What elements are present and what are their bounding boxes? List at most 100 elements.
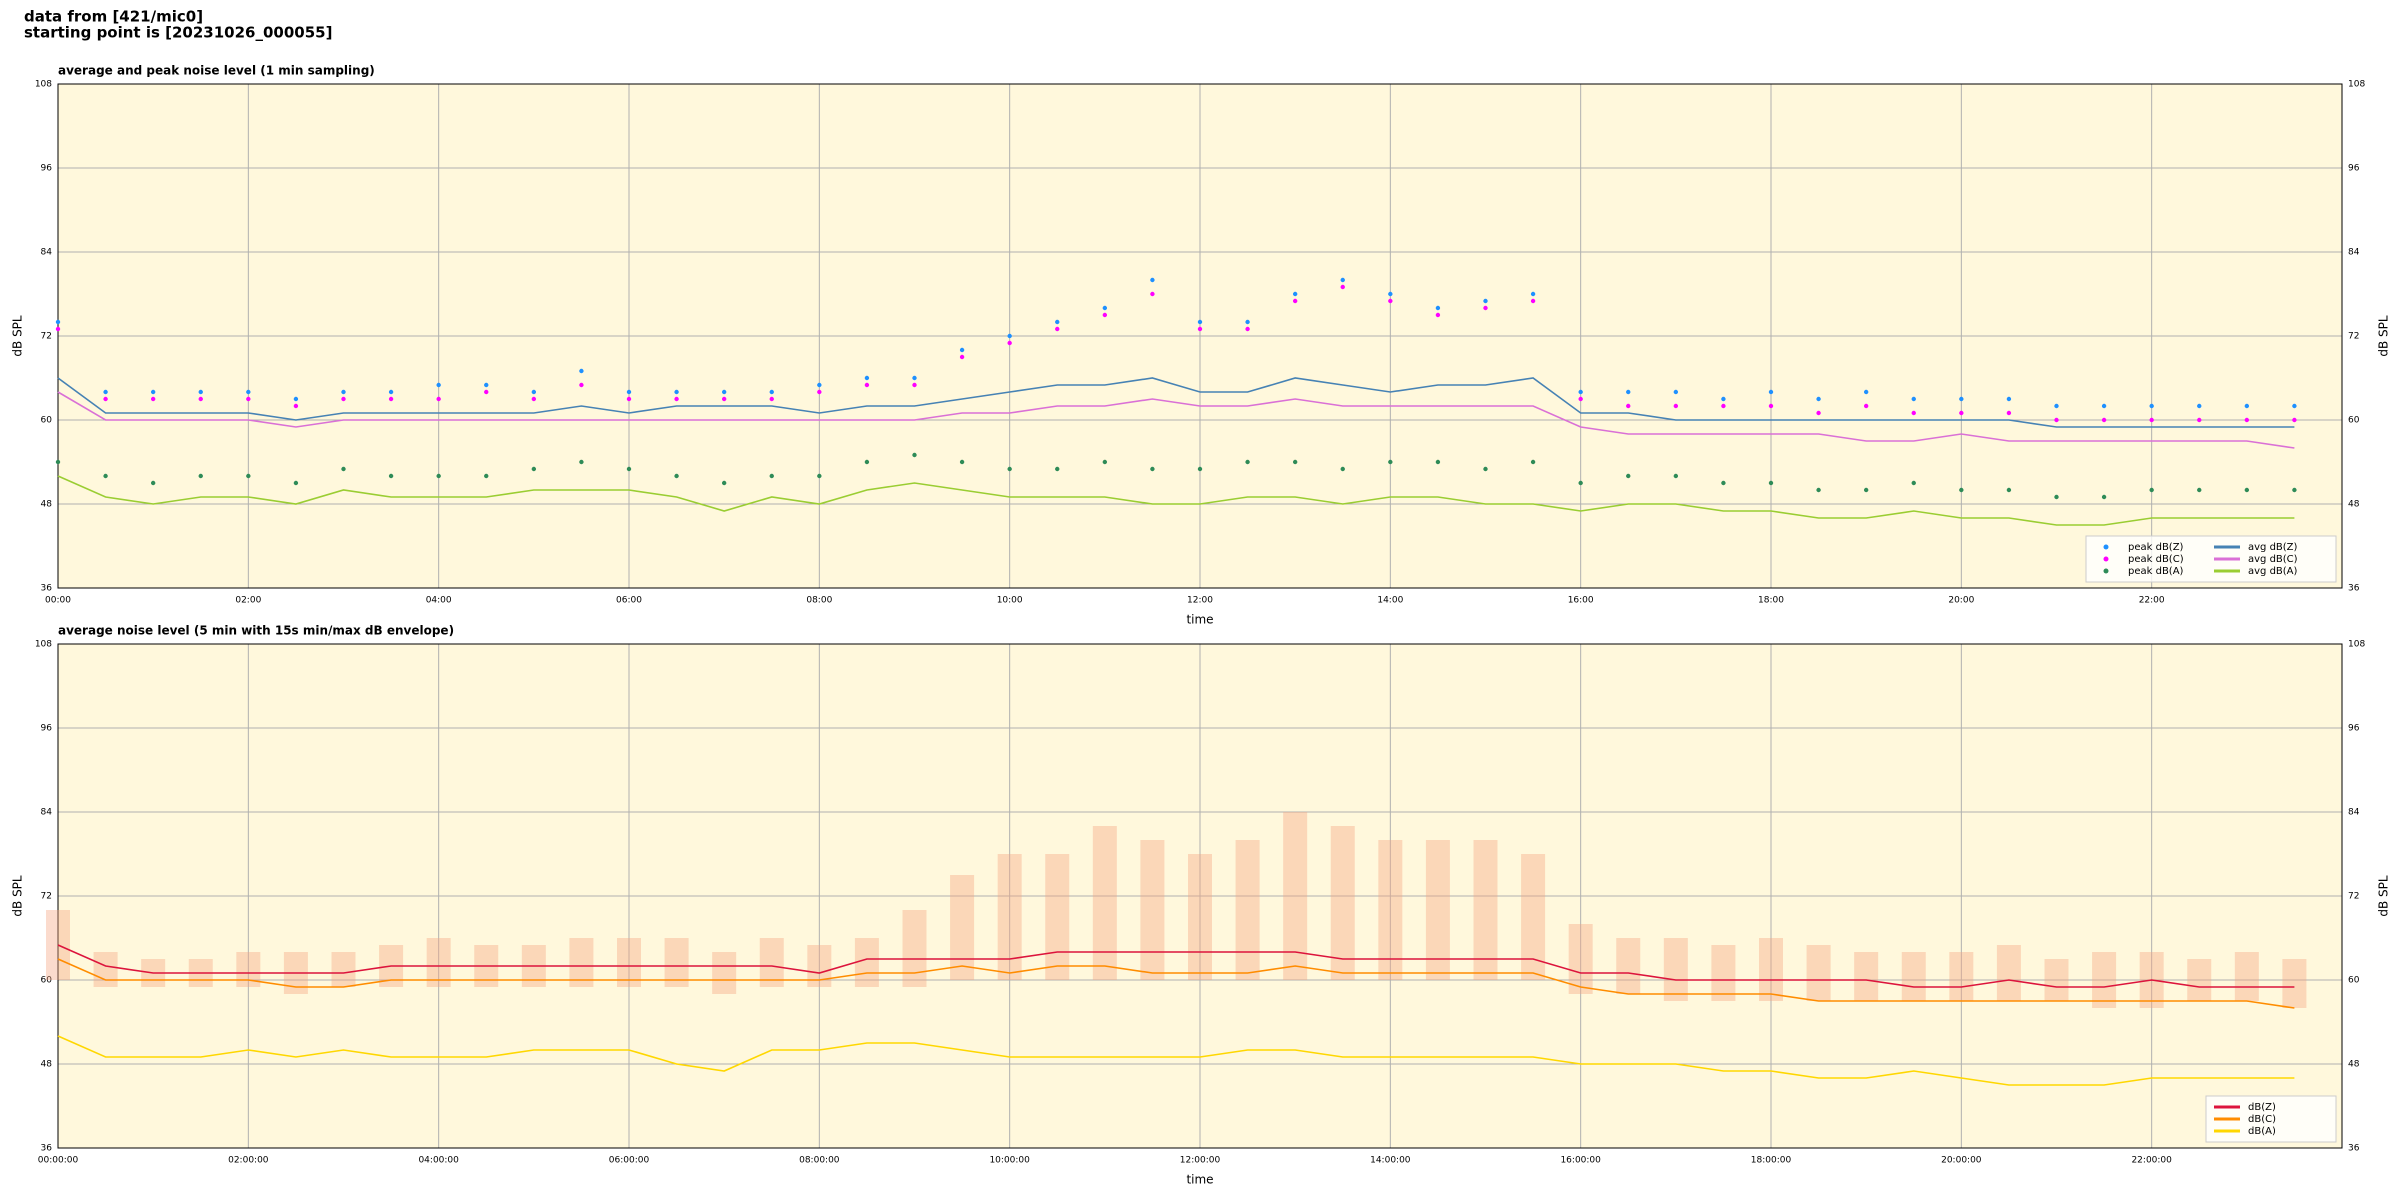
peak-point — [1007, 466, 1012, 472]
peak-point — [1102, 312, 1108, 318]
series-line — [57, 475, 2295, 526]
peak-point — [1388, 459, 1393, 465]
peak-point — [198, 389, 203, 395]
peak-point — [484, 382, 489, 388]
peak-point — [817, 473, 822, 479]
x-tick-label: 18:00 — [1758, 596, 1784, 606]
peak-point — [2101, 494, 2107, 500]
peak-point — [2197, 487, 2202, 493]
peak-point — [198, 396, 203, 402]
peak-point — [769, 473, 774, 479]
x-tick-label: 16:00:00 — [1560, 1156, 1601, 1166]
peak-point — [912, 375, 917, 381]
peak-point — [721, 389, 727, 395]
peak-point — [817, 389, 822, 395]
peak-point — [721, 396, 727, 402]
peak-point — [198, 473, 203, 479]
peak-point — [626, 389, 632, 395]
y-tick-label: 84 — [2348, 248, 2360, 258]
peak-point — [579, 382, 584, 388]
y-tick-label: 36 — [41, 584, 53, 594]
x-tick-label: 10:00 — [997, 596, 1023, 606]
plot-frame — [57, 643, 2343, 1149]
y-axis-label: dB SPL — [2377, 875, 2391, 917]
legend-label: peak dB(A) — [2128, 566, 2184, 577]
suptitle: starting point is [20231026_000055] — [24, 24, 332, 42]
y-tick-label: 96 — [41, 724, 53, 734]
peak-point — [2197, 417, 2202, 423]
peak-point — [1483, 298, 1488, 304]
peak-point — [2006, 396, 2012, 402]
peak-point — [1245, 326, 1250, 332]
peak-point — [1626, 473, 1631, 479]
peak-point — [769, 389, 774, 395]
y-tick-label: 48 — [2348, 500, 2360, 510]
y-tick-label: 96 — [2348, 164, 2360, 174]
peak-point — [150, 480, 156, 486]
peak-point — [246, 473, 251, 479]
peak-point — [2149, 403, 2154, 409]
x-axis-label: time — [1186, 613, 1213, 627]
peak-point — [1340, 466, 1345, 472]
peak-point — [1150, 291, 1155, 297]
peak-point — [674, 389, 679, 395]
peak-point — [1435, 459, 1441, 465]
peak-point — [436, 473, 441, 479]
peak-point — [2292, 417, 2297, 423]
peak-point — [103, 396, 108, 402]
y-tick-label: 72 — [41, 332, 52, 342]
peak-point — [912, 452, 917, 458]
peak-point — [388, 473, 394, 479]
peak-point — [1578, 480, 1583, 486]
peak-point — [388, 389, 394, 395]
peak-point — [1768, 480, 1774, 486]
peak-point — [579, 368, 584, 374]
y-tick-label: 108 — [2348, 80, 2365, 90]
legend-label: avg dB(Z) — [2248, 542, 2298, 553]
x-tick-label: 20:00 — [1948, 596, 1974, 606]
series-line — [57, 391, 2295, 449]
x-tick-label: 08:00:00 — [799, 1156, 840, 1166]
peak-point — [2292, 487, 2297, 493]
x-tick-label: 12:00:00 — [1180, 1156, 1221, 1166]
y-tick-label: 60 — [2348, 416, 2360, 426]
peak-point — [1388, 291, 1393, 297]
legend-label: dB(A) — [2248, 1126, 2276, 1137]
legend-label: avg dB(C) — [2248, 554, 2298, 565]
peak-point — [436, 396, 441, 402]
y-tick-label: 48 — [41, 1060, 53, 1070]
x-tick-label: 18:00:00 — [1751, 1156, 1792, 1166]
peak-point — [341, 396, 346, 402]
peak-point — [2101, 417, 2107, 423]
peak-point — [1863, 403, 1869, 409]
peak-point — [1102, 305, 1108, 311]
peak-point — [1911, 410, 1916, 416]
series-line — [57, 944, 2295, 988]
peak-point — [1292, 291, 1298, 297]
peak-point — [912, 382, 917, 388]
peak-point — [1340, 284, 1345, 290]
peak-point — [1197, 319, 1203, 325]
peak-point — [1626, 389, 1631, 395]
peak-point — [1197, 326, 1203, 332]
x-tick-label: 04:00:00 — [418, 1156, 459, 1166]
peak-point — [1150, 277, 1155, 283]
x-tick-label: 14:00 — [1377, 596, 1403, 606]
peak-point — [1816, 410, 1821, 416]
legend-label: dB(C) — [2248, 1114, 2276, 1125]
peak-point — [959, 459, 965, 465]
peak-point — [1102, 459, 1108, 465]
peak-point — [1483, 305, 1488, 311]
peak-point — [2054, 417, 2059, 423]
peak-point — [1721, 403, 1726, 409]
peak-point — [1435, 305, 1441, 311]
peak-point — [2054, 403, 2059, 409]
peak-point — [864, 375, 870, 381]
peak-point — [1530, 459, 1536, 465]
peak-point — [864, 459, 870, 465]
peak-point — [2244, 417, 2250, 423]
chart-title: average and peak noise level (1 min samp… — [58, 64, 375, 78]
peak-point — [246, 389, 251, 395]
peak-point — [531, 389, 537, 395]
